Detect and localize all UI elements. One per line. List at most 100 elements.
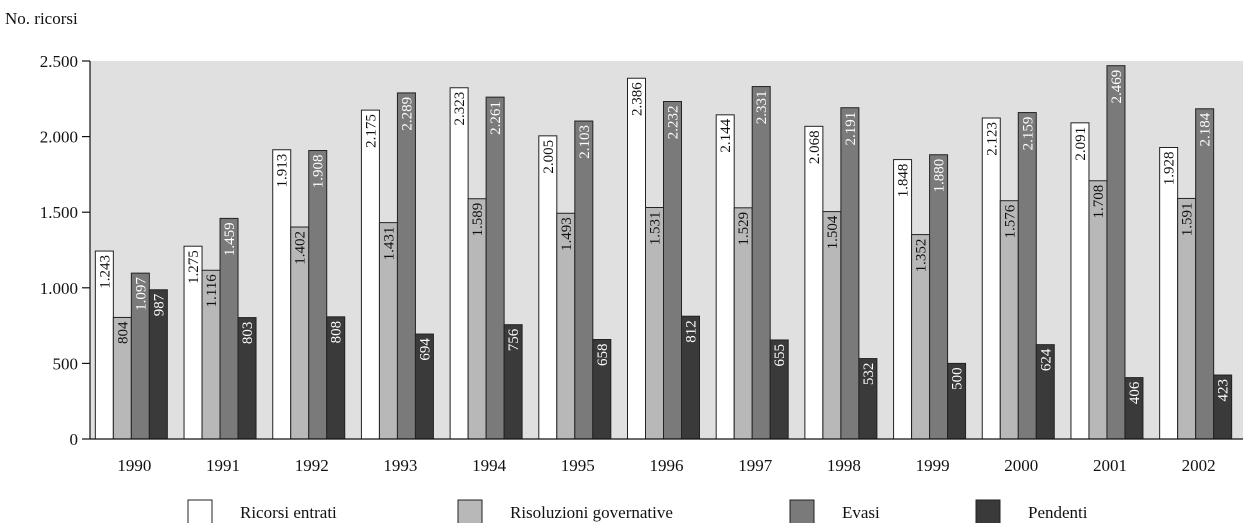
legend-label: Pendenti xyxy=(1028,503,1088,522)
legend-label: Risoluzioni governative xyxy=(510,503,673,522)
legend-label: Evasi xyxy=(842,503,880,522)
bar-value-label: 2.175 xyxy=(363,114,379,148)
y-tick-label: 2.500 xyxy=(40,52,78,71)
bar-value-label: 1.243 xyxy=(97,255,113,289)
bar-value-label: 987 xyxy=(151,293,167,316)
bar-value-label: 2.261 xyxy=(488,101,504,135)
bar-value-label: 1.928 xyxy=(1162,151,1178,185)
bar-value-label: 2.289 xyxy=(399,97,415,131)
x-tick-label: 1994 xyxy=(472,456,507,475)
bar-value-label: 2.232 xyxy=(666,106,682,140)
bar-value-label: 1.459 xyxy=(222,222,238,256)
bar-evasi xyxy=(929,154,949,440)
legend-label: Ricorsi entrati xyxy=(240,503,337,522)
bar-value-label: 2.191 xyxy=(843,112,859,146)
legend-swatch xyxy=(975,499,1001,523)
bar-value-label: 804 xyxy=(115,321,131,344)
y-axis-title: No. ricorsi xyxy=(5,9,78,28)
x-tick-label: 2001 xyxy=(1093,456,1127,475)
bar-value-label: 2.331 xyxy=(754,91,770,125)
bar-value-label: 2.469 xyxy=(1109,70,1125,104)
bar-ricorsi-entrati xyxy=(804,125,824,440)
bar-evasi xyxy=(840,107,860,440)
legend-swatch xyxy=(457,499,483,523)
x-tick-label: 2002 xyxy=(1182,456,1216,475)
bar-value-label: 1.913 xyxy=(275,154,291,188)
x-tick-label: 1996 xyxy=(650,456,684,475)
bar-value-label: 756 xyxy=(506,328,522,351)
bar-value-label: 1.908 xyxy=(311,155,327,189)
bar-value-label: 1.848 xyxy=(896,164,912,198)
x-tick-label: 2000 xyxy=(1004,456,1038,475)
bar-value-label: 1.275 xyxy=(186,250,202,284)
bar-value-label: 1.431 xyxy=(381,227,397,261)
x-tick-label: 1995 xyxy=(561,456,595,475)
y-tick-label: 1.000 xyxy=(40,279,78,298)
y-tick-label: 0 xyxy=(70,430,79,449)
bar-value-label: 694 xyxy=(417,338,433,361)
legend: Ricorsi entrati Risoluzioni governative Ev… xyxy=(187,499,1088,523)
bar-ricorsi-entrati xyxy=(981,117,1001,440)
bar-value-label: 1.352 xyxy=(914,239,930,273)
bar-ricorsi-entrati xyxy=(715,114,735,440)
legend-swatch xyxy=(187,499,213,523)
bar-evasi xyxy=(663,101,682,440)
bar-evasi xyxy=(308,150,328,440)
bar-ricorsi-entrati xyxy=(1070,122,1090,440)
bar-value-label: 2.091 xyxy=(1073,127,1089,161)
bar-value-label: 2.386 xyxy=(630,82,646,116)
bar-value-label: 2.005 xyxy=(541,140,557,174)
bar-value-label: 1.880 xyxy=(932,159,948,193)
legend-swatch xyxy=(789,499,815,523)
bar-value-label: 2.068 xyxy=(807,130,823,164)
bar-value-label: 1.097 xyxy=(133,277,149,311)
bar-evasi xyxy=(1017,112,1037,440)
bar-ricorsi-entrati xyxy=(627,77,646,440)
bar-evasi xyxy=(1195,108,1215,440)
bar-value-label: 1.589 xyxy=(470,203,486,237)
bar-value-label: 1.493 xyxy=(559,217,575,251)
axes-layer: 0 500 1.000 1.500 2.000 2.500 1990 1991 1992 1993… xyxy=(40,52,1243,475)
bar-value-label: 808 xyxy=(329,321,345,344)
y-tick-label: 2.000 xyxy=(40,128,78,147)
bar-value-label: 1.116 xyxy=(204,274,220,308)
y-tick-label: 1.500 xyxy=(40,203,78,222)
bar-evasi xyxy=(574,120,594,440)
bar-value-label: 1.531 xyxy=(648,212,664,246)
bar-value-label: 406 xyxy=(1127,381,1143,404)
bar-evasi xyxy=(485,96,505,440)
bar-value-label: 803 xyxy=(240,322,256,345)
x-tick-label: 1990 xyxy=(117,456,151,475)
x-tick-label: 1993 xyxy=(383,456,417,475)
bar-evasi xyxy=(1106,65,1126,440)
bar-value-label: 624 xyxy=(1038,348,1054,371)
bar-value-label: 1.402 xyxy=(293,231,309,265)
bar-ricorsi-entrati xyxy=(272,149,292,440)
bar-evasi xyxy=(396,92,416,440)
bar-evasi xyxy=(751,86,771,440)
x-tick-label: 1992 xyxy=(295,456,329,475)
bar-value-label: 2.103 xyxy=(577,125,593,159)
bar-value-label: 1.504 xyxy=(825,215,841,249)
bar-value-label: 500 xyxy=(950,367,966,390)
bar-value-label: 658 xyxy=(595,344,611,367)
bar-value-label: 812 xyxy=(684,320,700,343)
bar-value-label: 423 xyxy=(1216,379,1232,402)
x-tick-label: 1999 xyxy=(916,456,950,475)
bar-value-label: 1.591 xyxy=(1180,202,1196,236)
bar-value-label: 655 xyxy=(772,344,788,367)
bar-value-label: 2.159 xyxy=(1020,117,1036,151)
bar-ricorsi-entrati xyxy=(1159,146,1179,440)
bar-ricorsi-entrati xyxy=(449,87,469,440)
bar-value-label: 1.708 xyxy=(1091,185,1107,219)
bar-value-label: 1.576 xyxy=(1002,204,1018,238)
bar-value-label: 532 xyxy=(861,363,877,386)
x-tick-label: 1998 xyxy=(827,456,861,475)
bar-ricorsi-entrati xyxy=(360,109,380,440)
bar-value-label: 2.323 xyxy=(452,92,468,126)
bar-ricorsi-entrati xyxy=(538,135,558,440)
bar-value-label: 2.123 xyxy=(984,122,1000,156)
bar-value-label: 2.144 xyxy=(718,118,734,152)
